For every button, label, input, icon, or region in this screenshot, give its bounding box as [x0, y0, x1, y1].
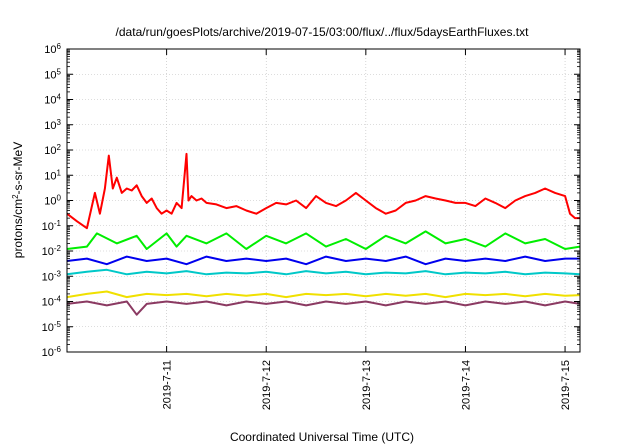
- y-tick-label: 102: [44, 143, 61, 158]
- x-tick-label: 2019-7-12: [261, 360, 273, 410]
- series-line-3: [66, 255, 580, 266]
- y-tick-label: 10-2: [42, 244, 62, 259]
- y-tick-exp: -2: [54, 244, 62, 253]
- y-tick-label: 100: [44, 193, 61, 208]
- y-tick-label: 101: [44, 168, 61, 183]
- y-tick-base: 10: [42, 347, 54, 359]
- x-axis-title: Coordinated Universal Time (UTC): [230, 430, 414, 444]
- y-tick-label: 104: [44, 92, 61, 107]
- y-tick-exp: 0: [57, 193, 62, 202]
- y-tick-label: 105: [44, 67, 61, 82]
- x-tick-label: 2019-7-13: [361, 360, 373, 410]
- y-tick-label: 10-4: [42, 294, 62, 309]
- y-tick-exp: 5: [57, 67, 62, 76]
- y-tick-exp: -5: [54, 319, 62, 328]
- series-layer: [66, 152, 581, 316]
- y-tick-exp: 2: [57, 143, 62, 152]
- y-tick-base: 10: [42, 322, 54, 334]
- y-tick-label: 103: [44, 117, 61, 132]
- y-axis-title: protons/cm2-s-sr-MeV: [11, 142, 26, 258]
- y-tick-base: 10: [44, 170, 56, 182]
- x-tick-label: 2019-7-14: [460, 360, 472, 410]
- y-tick-base: 10: [42, 246, 54, 258]
- series-line-5: [66, 290, 581, 299]
- x-tick-label: 2019-7-15: [560, 360, 572, 410]
- series-line-6: [66, 300, 581, 316]
- y-axis-title-prefix: protons/cm: [11, 199, 25, 258]
- x-axis: 2019-7-11 2019-7-12 2019-7-13 2019-7-14 2019…: [162, 49, 572, 410]
- y-tick-base: 10: [44, 120, 56, 132]
- y-tick-label: 106: [44, 42, 61, 57]
- y-tick-label: 10-1: [42, 218, 62, 233]
- y-tick-exp: 4: [57, 92, 62, 101]
- y-tick-base: 10: [44, 95, 56, 107]
- y-tick-base: 10: [42, 221, 54, 233]
- y-tick-base: 10: [44, 196, 56, 208]
- y-axis-title-suffix: -s-sr-MeV: [11, 142, 25, 195]
- y-tick-base: 10: [42, 271, 54, 283]
- chart-title: /data/run/goesPlots/archive/2019-07-15/0…: [116, 25, 530, 39]
- y-tick-exp: -3: [54, 269, 62, 278]
- y-tick-label: 10-6: [42, 345, 62, 360]
- y-tick-exp: -6: [54, 345, 62, 354]
- y-tick-exp: 3: [57, 117, 62, 126]
- x-tick-label: 2019-7-11: [162, 360, 174, 409]
- y-tick-exp: -4: [54, 294, 62, 303]
- y-tick-base: 10: [44, 69, 56, 81]
- y-tick-exp: 1: [57, 168, 62, 177]
- y-tick-label: 10-5: [42, 319, 62, 334]
- y-tick-base: 10: [42, 297, 54, 309]
- series-line-1: [66, 152, 580, 230]
- y-tick-base: 10: [44, 145, 56, 157]
- y-tick-exp: -1: [54, 218, 62, 227]
- y-tick-exp: 6: [57, 42, 62, 51]
- y-tick-label: 10-3: [42, 269, 62, 284]
- y-axis-title-sup: 2: [11, 194, 20, 199]
- series-line-2: [66, 230, 581, 250]
- y-tick-base: 10: [44, 44, 56, 56]
- series-line-4: [66, 268, 581, 276]
- y-axis: 10-610-510-410-310-210-11001011021031041…: [42, 42, 580, 360]
